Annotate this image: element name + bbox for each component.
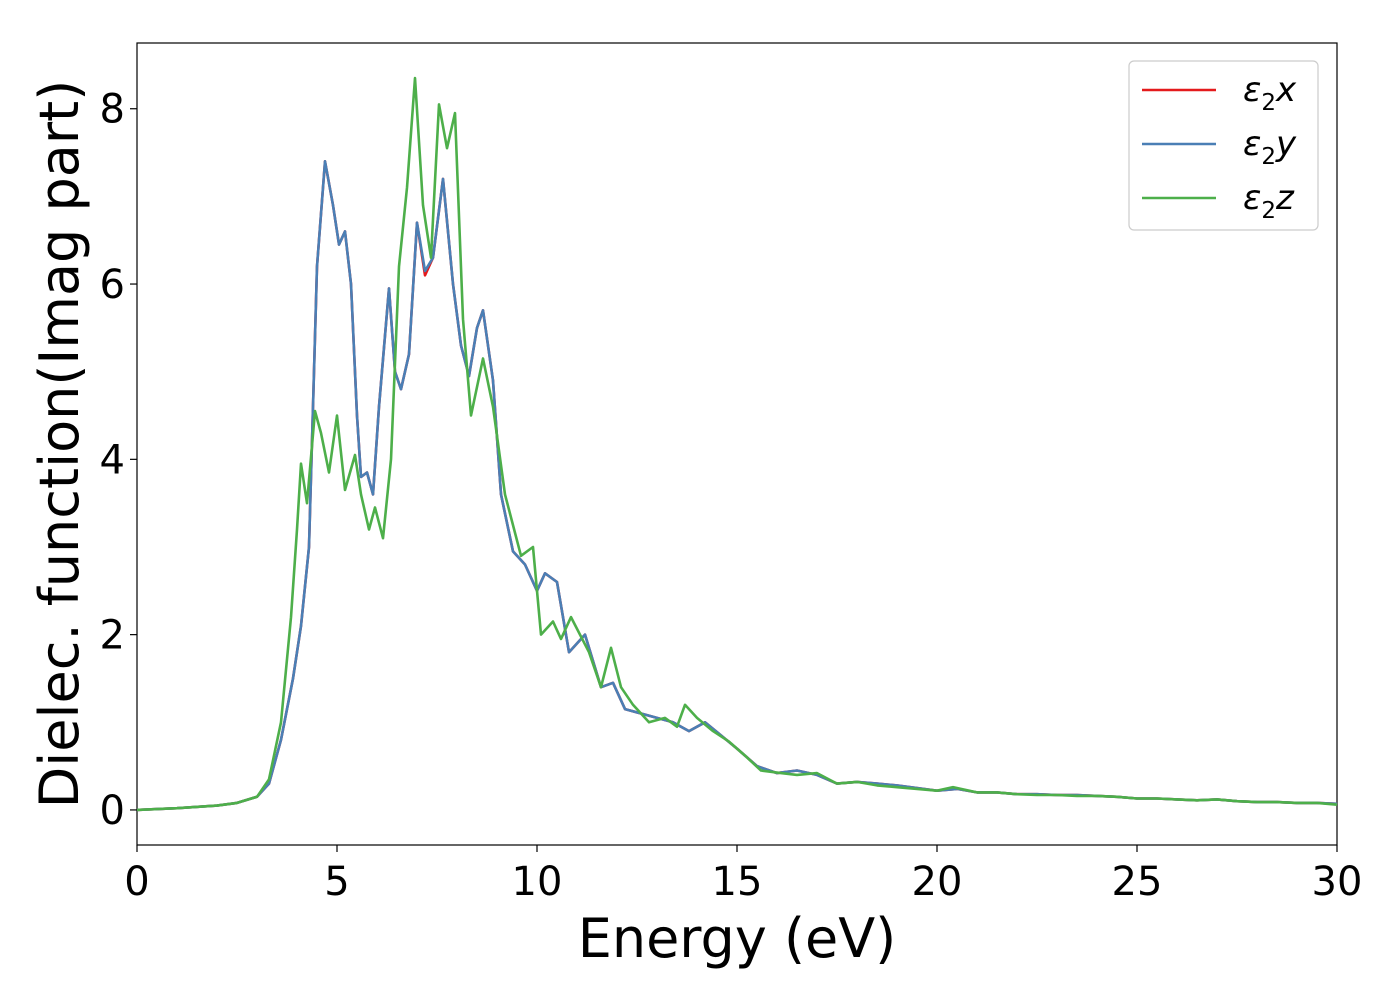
- x-tick-label: 25: [1112, 859, 1163, 905]
- legend: ε2x ε2y ε2z: [1128, 60, 1319, 231]
- x-tick-label: 15: [712, 859, 763, 905]
- legend-label-x: ε2x: [1243, 70, 1297, 116]
- x-axis-ticks: 0 5 10 15 20 25 30: [124, 845, 1362, 905]
- legend-label-y: ε2y: [1243, 124, 1297, 170]
- legend-box: [1128, 60, 1319, 231]
- x-tick-label: 5: [324, 859, 349, 905]
- y-tick-label: 6: [100, 262, 125, 308]
- y-axis-ticks: 0 2 4 6 8: [100, 87, 137, 834]
- y-axis-title: Dielec. function(Imag part): [28, 80, 91, 809]
- x-tick-label: 20: [912, 859, 963, 905]
- y-tick-label: 2: [100, 613, 125, 659]
- y-tick-label: 8: [100, 87, 125, 133]
- x-axis-title: Energy (eV): [578, 907, 897, 970]
- x-tick-label: 0: [124, 859, 149, 905]
- legend-label-z: ε2z: [1243, 178, 1295, 224]
- y-tick-label: 0: [100, 788, 125, 834]
- x-tick-label: 30: [1312, 859, 1363, 905]
- series-line-y: [136, 160, 1338, 812]
- x-tick-label: 10: [512, 859, 563, 905]
- y-tick-label: 4: [100, 437, 125, 483]
- series-line-z: [136, 76, 1338, 812]
- series-layer: [136, 76, 1338, 812]
